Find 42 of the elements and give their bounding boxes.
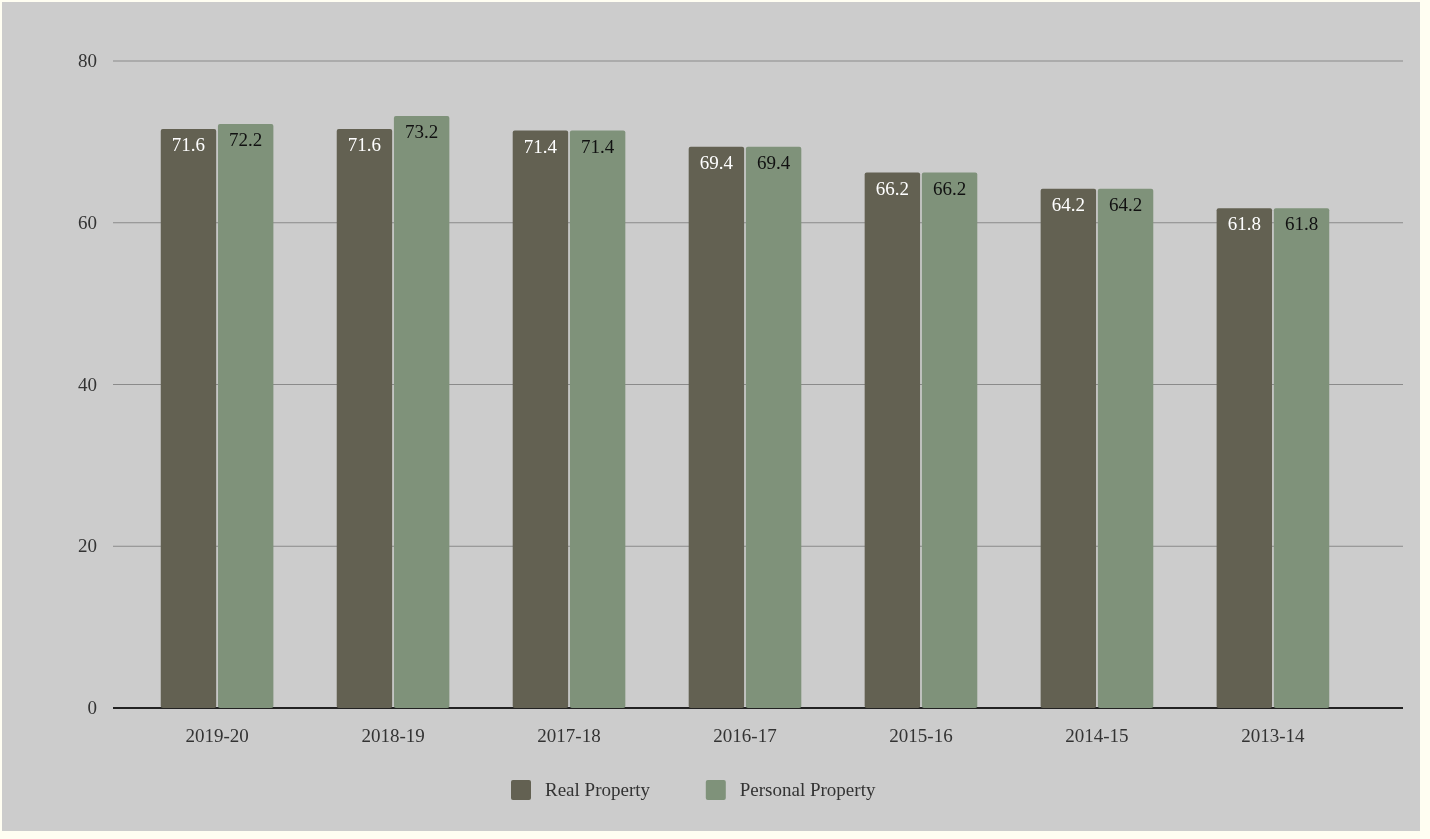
data-label: 61.8 (1227, 213, 1261, 235)
bar (1097, 188, 1154, 708)
data-label: 64.2 (1108, 193, 1143, 215)
data-label: 69.4 (756, 151, 791, 173)
bar (393, 116, 450, 708)
data-label: 66.2 (875, 177, 910, 199)
x-tick-label: 2018-19 (361, 725, 425, 746)
data-label: 61.8 (1284, 213, 1319, 235)
y-tick-label: 40 (78, 373, 97, 395)
x-tick-label: 2019-20 (185, 725, 249, 746)
bar (1040, 188, 1097, 708)
x-tick-label: 2014-15 (1065, 725, 1129, 746)
data-label: 72.2 (229, 129, 263, 151)
data-label: 66.2 (932, 177, 967, 199)
bar (336, 128, 393, 708)
bar (1216, 208, 1273, 708)
y-tick-label: 20 (78, 535, 97, 557)
data-label: 71.6 (171, 133, 206, 155)
data-label: 71.6 (347, 133, 382, 155)
legend-label: Personal Property (739, 779, 876, 800)
bar (1273, 208, 1330, 708)
bar (217, 124, 274, 708)
y-tick-label: 60 (78, 211, 97, 233)
data-label: 69.4 (699, 151, 734, 173)
x-tick-label: 2013-14 (1241, 725, 1306, 746)
data-label: 71.4 (580, 135, 615, 157)
x-tick-label: 2017-18 (537, 725, 601, 746)
data-label: 71.4 (523, 135, 558, 157)
bar (569, 130, 626, 708)
bar (864, 172, 921, 708)
y-tick-label: 0 (87, 697, 97, 718)
bar (921, 172, 978, 708)
bar (512, 130, 569, 708)
legend-label: Real Property (545, 779, 651, 800)
x-tick-label: 2016-17 (713, 725, 777, 746)
bar (688, 146, 745, 708)
data-label: 64.2 (1051, 193, 1085, 215)
y-tick-label: 80 (78, 50, 97, 71)
bar (160, 128, 217, 708)
bar (745, 146, 802, 708)
x-tick-label: 2015-16 (889, 725, 953, 746)
data-label: 73.2 (405, 120, 439, 142)
